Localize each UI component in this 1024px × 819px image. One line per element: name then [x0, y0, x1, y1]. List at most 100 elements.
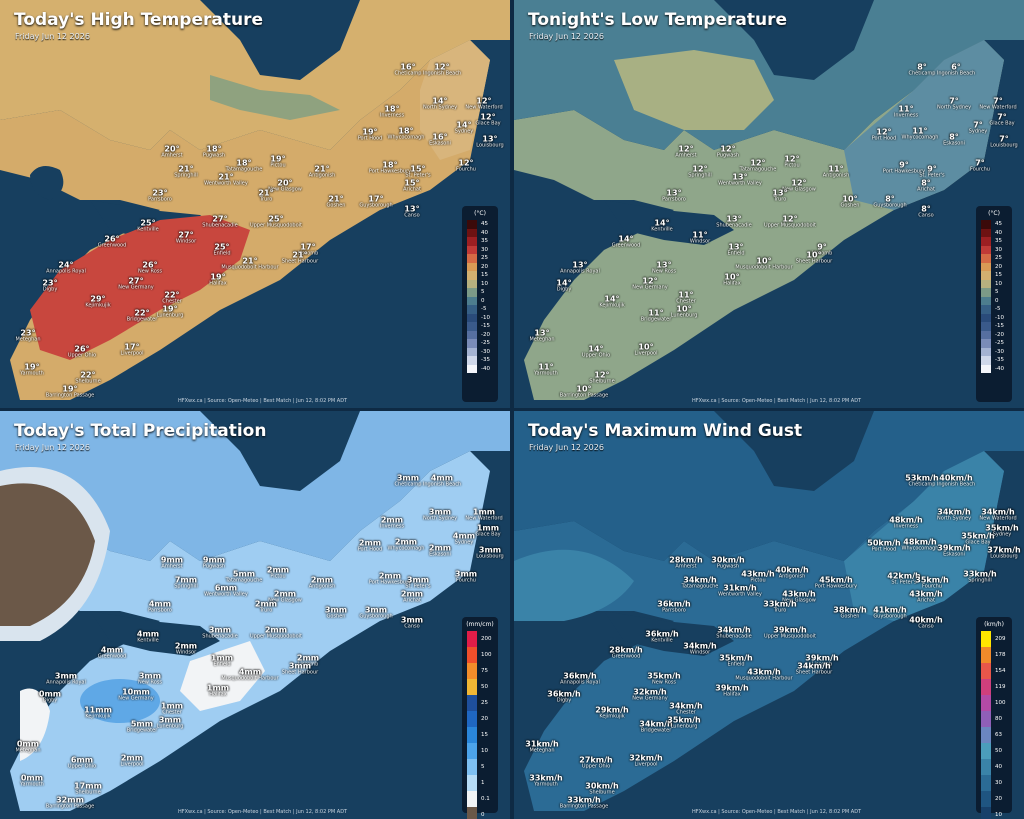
station-value: 13°	[656, 260, 672, 270]
station-name: Guysborough	[873, 613, 907, 620]
station-label: 12° New Waterford	[465, 97, 503, 111]
legend-tick: 10	[481, 748, 488, 754]
station-name: Barrington Passage	[559, 392, 609, 399]
legend-swatch	[981, 245, 991, 254]
station-label: 3mm Shubenacadie	[202, 626, 237, 640]
station-name: Kentville	[651, 637, 673, 644]
station-value: 36km/h	[645, 629, 679, 639]
legend-row: 50	[981, 743, 1006, 759]
station-name: Chéticamp	[908, 70, 936, 77]
legend-row: 20	[981, 791, 1006, 807]
station-value: 2mm	[296, 653, 320, 663]
station-name: Louisbourg	[476, 553, 504, 560]
station-value: 14°	[618, 234, 634, 244]
legend-tick: 200	[481, 636, 492, 642]
station-label: 34km/h Bridgewater	[639, 720, 672, 734]
station-name: Springhill	[968, 577, 992, 584]
station-label: 43km/h Musquodoboit Harbour	[735, 668, 792, 682]
station-value: 3mm	[288, 661, 312, 671]
station-value: 1mm	[206, 683, 230, 693]
legend-tick: 178	[995, 652, 1006, 658]
station-value: 34km/h	[717, 625, 751, 635]
station-value: 12°	[458, 158, 474, 168]
station-name: Port Hood	[871, 135, 897, 142]
legend-tick: 154	[995, 668, 1006, 674]
legend-tick: 20	[481, 716, 488, 722]
station-value: 10°	[806, 250, 822, 260]
station-label: 12° Springhill	[688, 165, 711, 179]
station-name: St. Peter's	[891, 579, 917, 586]
station-label: 9° Port Hawkesbury	[883, 161, 925, 175]
station-value: 34km/h	[797, 661, 831, 671]
station-label: 17° Liverpool	[121, 343, 144, 357]
legend-swatch	[467, 679, 477, 695]
legend-tick: 40	[995, 764, 1002, 770]
station-label: 10mm New Germany	[118, 688, 153, 702]
station-label: 36km/h Digby	[547, 690, 580, 704]
station-value: 12°	[480, 112, 496, 122]
station-name: Wentworth Valley	[718, 591, 762, 598]
station-name: Wentworth Valley	[204, 591, 248, 598]
station-name: New Glasgow	[782, 597, 816, 604]
legend-swatch	[467, 807, 477, 819]
station-value: 12°	[678, 144, 694, 154]
station-label: 4mm Kentville	[137, 630, 159, 644]
station-label: 14° Digby	[556, 279, 571, 293]
station-label: 3mm St. Peter's	[405, 576, 430, 590]
station-value: 2mm	[400, 589, 424, 599]
legend-swatch	[981, 220, 991, 229]
station-value: 11°	[898, 104, 914, 114]
station-label: 23° Parrsboro	[148, 189, 172, 203]
legend-tick: -10	[995, 314, 1004, 321]
station-name: Pictou	[270, 162, 286, 169]
legend-row: 10	[981, 807, 1006, 819]
station-name: Glace Bay	[475, 120, 501, 127]
legend-tick: 20	[995, 263, 1002, 270]
station-name: Guysborough	[359, 613, 393, 620]
legend-row: 35	[467, 237, 490, 246]
station-name: Truro	[773, 607, 787, 614]
station-label: 13° Parrsboro	[662, 189, 686, 203]
station-label: 14° Kejimkujik	[599, 295, 624, 309]
station-value: 8°	[949, 132, 959, 142]
legend-tick: 15	[995, 272, 1002, 279]
precipitation-map	[0, 411, 510, 819]
station-value: 4mm	[430, 473, 454, 483]
station-value: 1mm	[476, 523, 500, 533]
station-value: 36km/h	[563, 671, 597, 681]
station-name: Liscomb	[811, 250, 833, 257]
legend-swatch	[981, 262, 991, 271]
station-value: 2mm	[358, 538, 382, 548]
station-label: 25° Kentville	[137, 219, 158, 233]
station-name: New Waterford	[465, 104, 503, 111]
station-label: 2mm Liscomb	[296, 653, 320, 668]
legend-row: 40	[467, 228, 490, 237]
legend-swatch	[467, 271, 477, 280]
station-value: 8°	[885, 194, 895, 204]
panel-title: Today's High Temperature	[14, 10, 263, 30]
legend-swatch	[467, 254, 477, 263]
gust-zone-west	[514, 549, 634, 621]
station-value: 18°	[236, 158, 252, 168]
station-name: Pugwash	[716, 152, 740, 159]
station-label: 1mm Enfield	[211, 654, 233, 668]
legend-row: 20	[981, 262, 1004, 271]
station-label: 9mm Pugwash	[203, 556, 225, 570]
station-value: 24°	[58, 260, 74, 270]
station-label: 28km/h Amherst	[669, 556, 702, 570]
station-label: 21° Springhill	[174, 165, 197, 179]
station-value: 11°	[678, 290, 694, 300]
station-name: Pugwash	[202, 152, 226, 159]
land-north	[0, 411, 510, 561]
station-label: 33km/h Yarmouth	[529, 774, 562, 788]
station-name: New Germany	[118, 284, 154, 291]
legend-row: 5	[981, 288, 1004, 297]
legend-tick: 63	[995, 732, 1002, 738]
station-name: Canso	[404, 623, 420, 630]
station-value: 4mm	[238, 667, 262, 677]
station-label: 7° Sydney	[969, 121, 988, 135]
station-name: Goshen	[840, 202, 860, 209]
legend-swatch	[981, 364, 991, 373]
panel-subtitle: Friday Jun 12 2026	[529, 443, 604, 452]
station-label: 43km/h New Glasgow	[782, 590, 816, 604]
